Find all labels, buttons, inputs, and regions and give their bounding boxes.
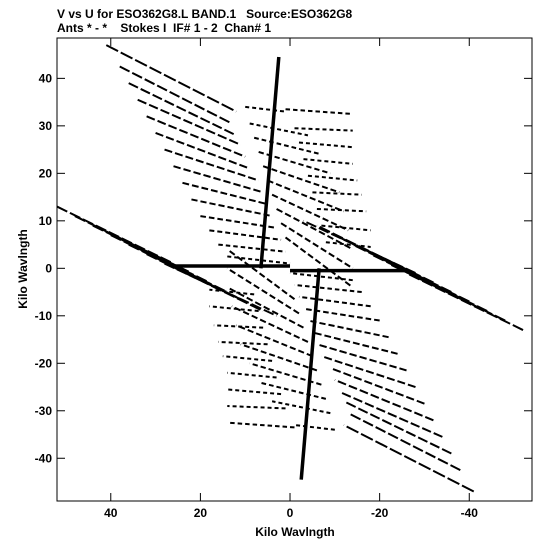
uv-track (258, 381, 327, 400)
uv-track (321, 224, 371, 232)
uv-track (312, 191, 362, 196)
uv-track (267, 179, 345, 213)
uv-track (182, 181, 268, 206)
plot-frame (56, 37, 533, 502)
uv-track (164, 148, 259, 182)
y-tick-label: -40 (35, 451, 53, 465)
uv-track (262, 165, 340, 194)
x-tick-label: 0 (287, 506, 294, 520)
uv-track (213, 324, 264, 329)
chart-subtitle: Ants * - * Stokes I IF# 1 - 2 Chan# 1 (57, 21, 272, 35)
uv-track (128, 82, 237, 137)
chart-title: V vs U for ESO362G8.L BAND.1 Source:ESO3… (57, 7, 353, 21)
uv-track (105, 44, 237, 113)
uv-track (289, 272, 353, 282)
uv-track (307, 319, 389, 339)
uv-track (155, 132, 251, 170)
uv-track (164, 262, 277, 317)
uv-track (294, 424, 335, 431)
y-tick-label: -10 (35, 309, 53, 323)
uv-track (209, 229, 282, 241)
uv-track (316, 343, 407, 372)
uv-track (325, 241, 371, 248)
uv-track (271, 193, 349, 232)
y-tick-label: 30 (39, 119, 53, 133)
y-tick-label: -30 (35, 404, 53, 418)
uv-track-points (56, 44, 524, 493)
uv-track (218, 340, 268, 346)
uv-track (191, 198, 273, 218)
uv-track (226, 267, 300, 315)
uv-track (312, 331, 398, 355)
y-axis-label: Kilo Wavlngth (16, 229, 30, 309)
uv-track (119, 65, 233, 125)
uv-track (173, 165, 264, 194)
uv-track (227, 388, 282, 396)
x-tick-label: 40 (104, 506, 118, 520)
uv-track (218, 243, 286, 253)
uv-track (334, 378, 434, 422)
uv-track (231, 305, 309, 343)
uv-track (209, 288, 255, 296)
axis-tick-labels: 40 20 0 -20 -40 40 30 20 10 0 -10 -20 -30 -40 (35, 71, 479, 520)
uv-track (285, 108, 353, 115)
uv-track (271, 400, 331, 415)
x-tick-label: -20 (371, 506, 389, 520)
y-tick-label: 0 (45, 261, 52, 275)
uv-track (321, 355, 416, 388)
uv-track (240, 343, 318, 372)
y-tick-label: 10 (39, 214, 53, 228)
uv-track (137, 98, 242, 146)
uv-track (222, 355, 273, 362)
uv-track (235, 324, 313, 358)
uv-track (307, 174, 358, 182)
axis-ticks (57, 38, 532, 501)
uv-track (343, 424, 475, 493)
uv-track (303, 219, 416, 274)
uv-track (316, 207, 367, 213)
uv-dense-ridge (299, 268, 321, 480)
uv-track (146, 115, 246, 158)
uv-track (209, 305, 259, 313)
uv-track (294, 283, 362, 294)
uv-dense-ridge (259, 56, 281, 269)
x-axis-label: Kilo Wavlngth (255, 525, 335, 539)
uv-track (245, 105, 286, 113)
x-tick-label: -40 (461, 506, 479, 520)
y-tick-label: -20 (35, 356, 53, 370)
uv-track (303, 158, 353, 165)
uv-track (226, 286, 304, 329)
y-tick-label: 40 (39, 71, 53, 85)
uv-track (284, 236, 354, 289)
uv-track (338, 390, 443, 438)
uv-track (249, 122, 309, 137)
uv-track (227, 405, 286, 410)
uv-track (298, 295, 371, 308)
uv-track (298, 141, 353, 149)
uv-track (226, 248, 296, 300)
uv-track (329, 367, 425, 405)
uv-track (280, 222, 354, 270)
uv-track (343, 400, 452, 455)
uv-track (276, 208, 354, 251)
uv-track (347, 412, 461, 472)
uv-track (227, 421, 295, 429)
uv-track (227, 371, 277, 379)
y-tick-label: 20 (39, 166, 53, 180)
uv-track (253, 136, 322, 156)
uv-track (294, 127, 353, 132)
x-tick-label: 20 (194, 506, 208, 520)
